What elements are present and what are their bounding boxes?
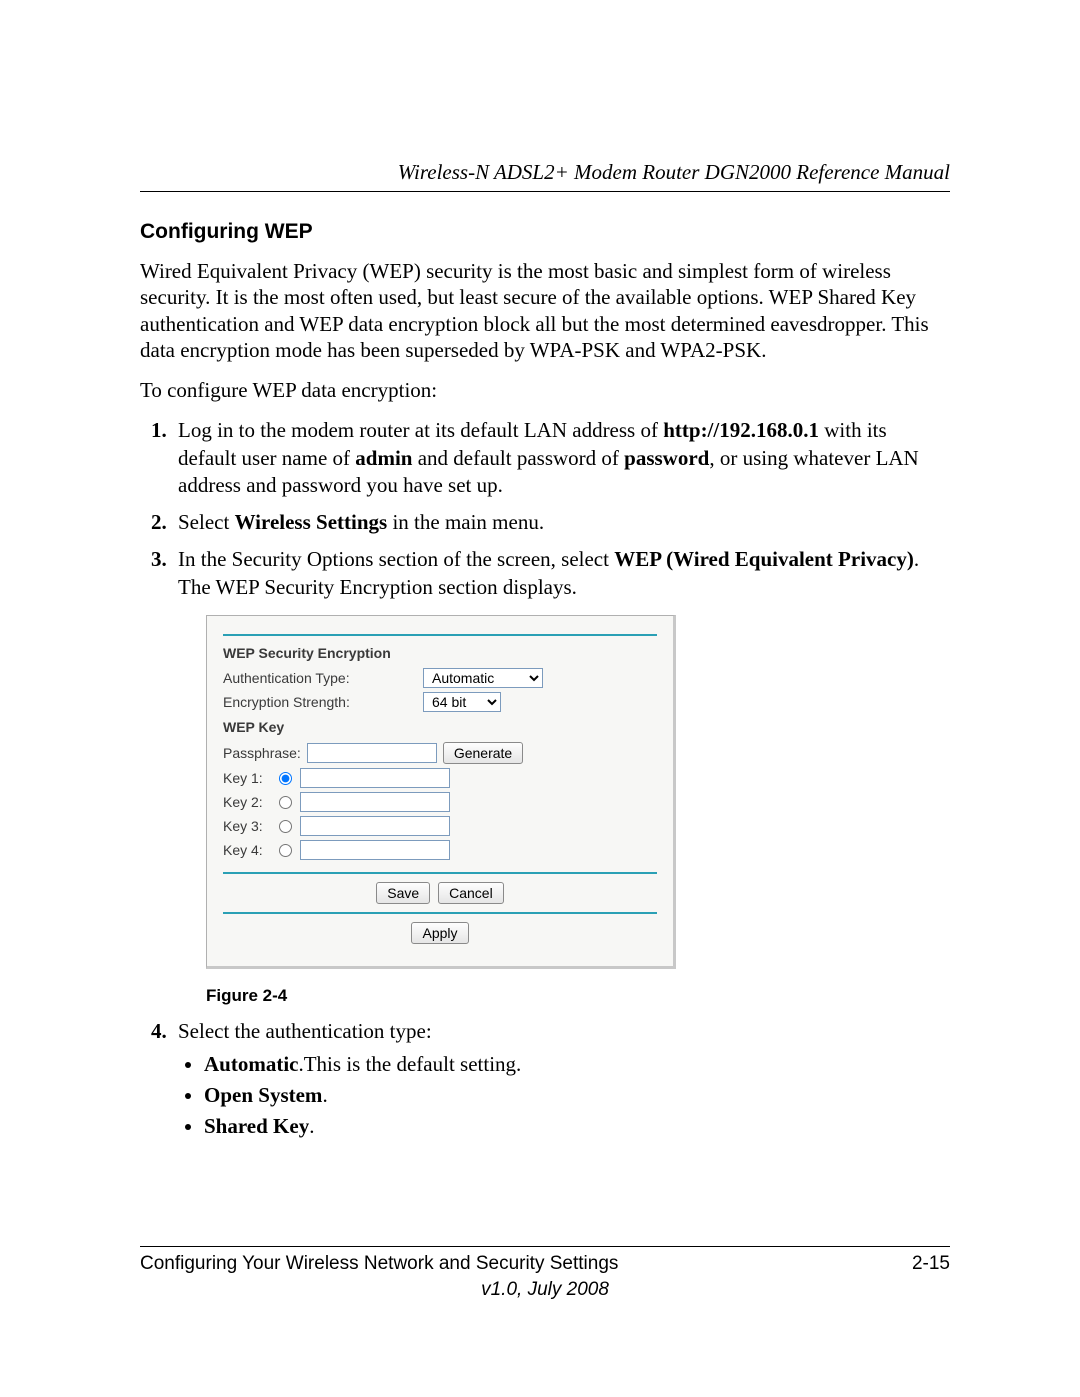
enc-strength-label: Encryption Strength: — [223, 693, 423, 711]
apply-button[interactable]: Apply — [411, 922, 468, 944]
panel-divider-mid — [223, 872, 657, 874]
passphrase-row: Passphrase: Generate — [223, 742, 657, 764]
bullet2-rest: . — [322, 1083, 327, 1107]
step-3: In the Security Options section of the s… — [172, 546, 950, 1007]
step-1: Log in to the modem router at its defaul… — [172, 417, 950, 499]
intro-paragraph: Wired Equivalent Privacy (WEP) security … — [140, 258, 950, 363]
bullet-automatic: Automatic.This is the default setting. — [204, 1051, 950, 1078]
wep-key-title: WEP Key — [223, 718, 657, 736]
bullet3-rest: . — [309, 1114, 314, 1138]
enc-strength-row: Encryption Strength: 64 bit — [223, 692, 657, 712]
bullet1-bold: Automatic — [204, 1052, 298, 1076]
header-rule — [140, 191, 950, 192]
page-footer: Configuring Your Wireless Network and Se… — [140, 1238, 950, 1301]
bullet-open-system: Open System. — [204, 1082, 950, 1109]
step4-bullets: Automatic.This is the default setting. O… — [178, 1051, 950, 1141]
doc-header-title: Wireless-N ADSL2+ Modem Router DGN2000 R… — [140, 160, 950, 185]
step-4: Select the authentication type: Automati… — [172, 1018, 950, 1141]
step1-mid2: and default password of — [412, 446, 624, 470]
apply-row: Apply — [223, 922, 657, 944]
section-heading: Configuring WEP — [140, 220, 950, 244]
footer-version: v1.0, July 2008 — [140, 1279, 950, 1301]
key3-input[interactable] — [300, 816, 450, 836]
key1-radio[interactable] — [279, 772, 292, 785]
cancel-button[interactable]: Cancel — [438, 882, 504, 904]
panel-divider-top — [223, 634, 657, 636]
key2-row: Key 2: — [223, 792, 657, 812]
figure-wrap: WEP Security Encryption Authentication T… — [206, 615, 950, 1007]
bullet1-rest: .This is the default setting. — [298, 1052, 521, 1076]
key2-input[interactable] — [300, 792, 450, 812]
step-2: Select Wireless Settings in the main men… — [172, 509, 950, 536]
key3-label: Key 3: — [223, 817, 279, 835]
key3-radio[interactable] — [279, 820, 292, 833]
generate-button[interactable]: Generate — [443, 742, 523, 764]
key1-input[interactable] — [300, 768, 450, 788]
step3-bold: WEP (Wired Equivalent Privacy) — [614, 547, 914, 571]
enc-strength-select[interactable]: 64 bit — [423, 692, 501, 712]
key4-input[interactable] — [300, 840, 450, 860]
save-cancel-row: Save Cancel — [223, 882, 657, 904]
auth-type-label: Authentication Type: — [223, 669, 423, 687]
key2-label: Key 2: — [223, 793, 279, 811]
step2-post: in the main menu. — [387, 510, 544, 534]
step3-pre: In the Security Options section of the s… — [178, 547, 614, 571]
footer-rule — [140, 1246, 950, 1247]
step4-text: Select the authentication type: — [178, 1019, 432, 1043]
key4-row: Key 4: — [223, 840, 657, 860]
step2-bold: Wireless Settings — [235, 510, 388, 534]
steps-list: Log in to the modem router at its defaul… — [140, 417, 950, 1140]
key1-label: Key 1: — [223, 769, 279, 787]
footer-chapter: Configuring Your Wireless Network and Se… — [140, 1253, 618, 1275]
leadin-paragraph: To configure WEP data encryption: — [140, 377, 950, 403]
panel-divider-bot — [223, 912, 657, 914]
footer-page-number: 2-15 — [912, 1253, 950, 1275]
key1-row: Key 1: — [223, 768, 657, 788]
figure-caption: Figure 2-4 — [206, 985, 950, 1007]
step2-pre: Select — [178, 510, 235, 534]
auth-type-select[interactable]: Automatic — [423, 668, 543, 688]
step1-pwd: password — [624, 446, 709, 470]
passphrase-label: Passphrase: — [223, 744, 301, 762]
wep-security-encryption-title: WEP Security Encryption — [223, 644, 657, 662]
step1-url: http://192.168.0.1 — [663, 418, 819, 442]
auth-type-row: Authentication Type: Automatic — [223, 668, 657, 688]
key4-label: Key 4: — [223, 841, 279, 859]
key3-row: Key 3: — [223, 816, 657, 836]
bullet2-bold: Open System — [204, 1083, 322, 1107]
bullet-shared-key: Shared Key. — [204, 1113, 950, 1140]
key2-radio[interactable] — [279, 796, 292, 809]
step1-admin: admin — [355, 446, 412, 470]
step1-pre: Log in to the modem router at its defaul… — [178, 418, 663, 442]
save-button[interactable]: Save — [376, 882, 430, 904]
passphrase-input[interactable] — [307, 743, 437, 763]
bullet3-bold: Shared Key — [204, 1114, 309, 1138]
wep-panel: WEP Security Encryption Authentication T… — [206, 615, 676, 969]
key4-radio[interactable] — [279, 844, 292, 857]
